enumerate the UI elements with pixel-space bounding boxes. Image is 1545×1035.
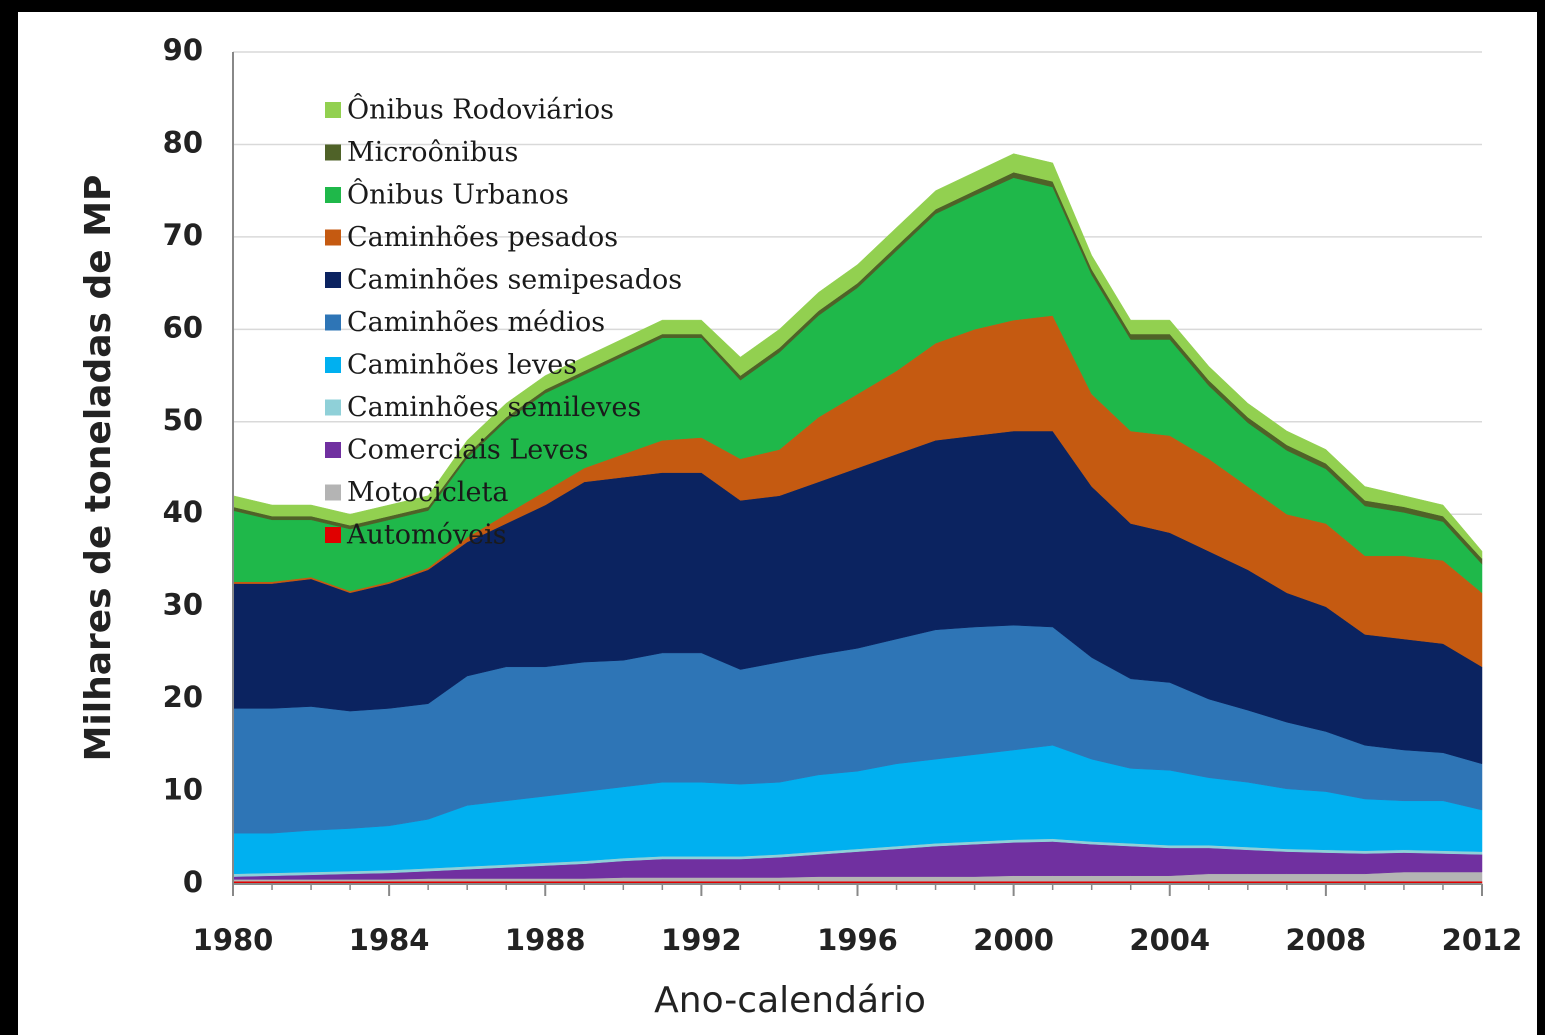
- legend-label: Motocicleta: [347, 477, 508, 508]
- x-tick-label: 1992: [661, 923, 742, 957]
- area: [232, 153, 1483, 560]
- legend-label: Caminhões médios: [347, 307, 605, 338]
- legend-label: Microônibus: [347, 137, 518, 168]
- x-tick-label: 2000: [973, 923, 1054, 957]
- legend-label: Ônibus Rodoviários: [347, 92, 614, 126]
- y-tick-label: 10: [163, 773, 203, 807]
- legend-swatch: [325, 442, 341, 458]
- legend-label: Caminhões leves: [347, 350, 577, 381]
- legend-label: Caminhões semipesados: [347, 265, 682, 296]
- legend-swatch: [325, 399, 341, 416]
- legend-label: Caminhões pesados: [347, 222, 618, 253]
- x-tick-label: 1980: [193, 923, 274, 957]
- y-tick-label: 80: [163, 125, 203, 159]
- y-tick-label: 50: [163, 403, 203, 437]
- legend-swatch: [325, 187, 341, 203]
- x-tick-label: 2004: [1129, 923, 1210, 957]
- legend-swatch: [325, 484, 341, 501]
- y-tick-label: 40: [163, 495, 203, 529]
- legend-swatch: [325, 314, 341, 331]
- legend-label: Comerciais Leves: [347, 435, 588, 466]
- y-tick-label: 70: [163, 218, 203, 252]
- y-tick-label: 20: [163, 680, 203, 714]
- y-tick-label: 60: [163, 310, 203, 344]
- legend-swatch: [325, 144, 341, 161]
- x-tick-label: 1988: [505, 923, 586, 957]
- legend-label: Automóveis: [346, 520, 507, 551]
- y-tick-label: 90: [163, 33, 203, 67]
- legend-swatch: [325, 527, 341, 543]
- legend-swatch: [325, 272, 341, 288]
- x-axis-label: Ano-calendário: [654, 980, 926, 1021]
- legend-label: Caminhões semileves: [347, 392, 641, 423]
- legend-swatch: [325, 229, 341, 246]
- x-tick-label: 2012: [1442, 923, 1523, 957]
- y-tick-label: 30: [163, 588, 203, 622]
- legend-label: Ônibus Urbanos: [347, 177, 569, 211]
- y-axis-label: Milhares de toneladas de MP: [78, 175, 119, 762]
- legend-swatch: [325, 357, 341, 373]
- legend-swatch: [325, 102, 341, 118]
- x-tick-label: 1996: [817, 923, 898, 957]
- y-tick-label: 0: [183, 865, 203, 899]
- x-tick-label: 1984: [349, 923, 430, 957]
- x-tick-label: 2008: [1286, 923, 1367, 957]
